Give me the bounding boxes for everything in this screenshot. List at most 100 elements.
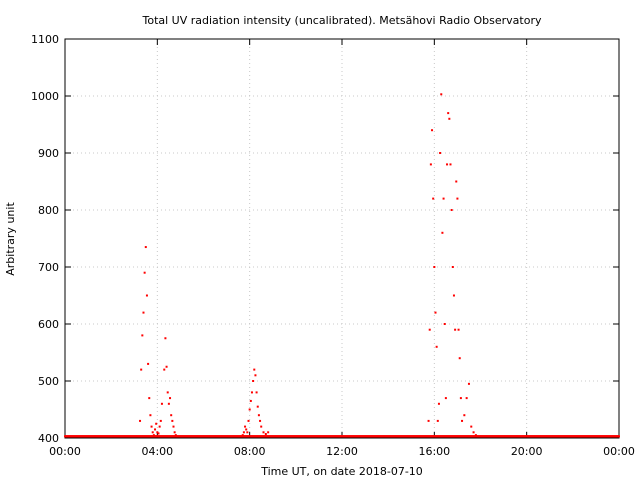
x-tick-label: 00:00 [603, 445, 635, 458]
data-point [156, 431, 159, 434]
y-tick-label: 700 [38, 261, 59, 274]
data-point [167, 402, 170, 405]
y-tick-label: 800 [38, 204, 59, 217]
data-point [252, 380, 255, 382]
data-point [447, 112, 450, 115]
data-point [444, 397, 447, 400]
data-point [472, 431, 475, 434]
data-point [431, 129, 434, 132]
data-point [164, 337, 167, 340]
data-point [150, 425, 153, 428]
data-point [166, 391, 169, 394]
data-point [456, 197, 459, 200]
data-point [171, 419, 174, 422]
data-point [241, 434, 244, 437]
data-point [454, 328, 457, 331]
data-point [154, 428, 157, 431]
data-point [151, 431, 154, 434]
data-point [461, 419, 464, 422]
data-point [463, 414, 466, 417]
data-point [260, 425, 263, 428]
data-point [452, 294, 455, 297]
data-point [457, 328, 460, 331]
data-point [427, 419, 430, 422]
data-point [249, 399, 252, 402]
data-point [157, 432, 160, 435]
data-point [432, 197, 435, 200]
data-point [253, 368, 256, 371]
data-point [433, 266, 436, 268]
data-point [155, 422, 158, 425]
x-tick-label: 12:00 [326, 445, 358, 458]
data-point [144, 246, 147, 249]
data-point [140, 368, 143, 371]
x-axis-label: Time UT, on date 2018-07-10 [260, 465, 423, 478]
data-point [262, 431, 265, 434]
data-point [147, 362, 150, 365]
data-point [254, 374, 257, 377]
data-point [159, 419, 162, 422]
x-axis: 00:00 04:00 08:00 12:00 16:00 20:00 00:00 [49, 39, 635, 458]
data-point [455, 180, 458, 183]
data-point [441, 231, 444, 234]
y-tick-label: 900 [38, 147, 59, 160]
y-tick-label: 400 [38, 432, 59, 445]
data-point [446, 163, 449, 166]
data-point [139, 419, 142, 422]
data-point [439, 152, 442, 154]
data-point [437, 402, 440, 405]
data-point [149, 414, 152, 417]
data-point [141, 334, 144, 337]
data-point [142, 311, 145, 314]
data-point [618, 435, 620, 438]
data-point [436, 419, 439, 422]
data-point [459, 397, 462, 400]
data-point [173, 431, 176, 434]
data-point [267, 431, 270, 434]
data-point [434, 311, 437, 314]
data-point [474, 434, 477, 437]
data-point [443, 323, 446, 325]
x-tick-label: 00:00 [49, 445, 81, 458]
data-point [255, 391, 258, 394]
x-tick-label: 16:00 [418, 445, 450, 458]
data-point [458, 357, 461, 360]
data-point [172, 425, 175, 428]
data-points [64, 93, 620, 438]
data-point [165, 365, 168, 368]
data-point [248, 408, 251, 411]
data-point [160, 402, 163, 405]
y-tick-label: 1000 [31, 90, 59, 103]
data-point [465, 397, 468, 400]
plot-frame [64, 38, 620, 439]
data-point [428, 328, 431, 331]
y-axis: 400 500 600 700 800 900 1000 1100 [31, 33, 619, 445]
data-point [440, 93, 443, 96]
data-point [467, 382, 470, 385]
x-tick-label: 08:00 [234, 445, 266, 458]
data-point [245, 428, 248, 431]
data-point [264, 433, 267, 436]
data-point [449, 163, 452, 166]
data-point [470, 425, 473, 428]
data-point [244, 425, 247, 428]
data-point [256, 405, 259, 408]
data-point [257, 414, 260, 417]
data-point [259, 419, 262, 422]
data-point [250, 391, 253, 394]
y-tick-label: 500 [38, 375, 59, 388]
data-point [451, 266, 454, 268]
data-point [247, 419, 250, 422]
data-point [448, 117, 451, 120]
data-point [152, 434, 155, 437]
data-point [170, 414, 173, 417]
chart-title: Total UV radiation intensity (uncalibrat… [142, 14, 542, 27]
y-axis-label: Arbitrary unit [4, 202, 17, 276]
data-point [174, 434, 177, 437]
data-point [246, 431, 249, 434]
data-point [442, 197, 445, 200]
data-point [169, 397, 172, 400]
grid [65, 39, 619, 438]
data-point [148, 397, 151, 400]
